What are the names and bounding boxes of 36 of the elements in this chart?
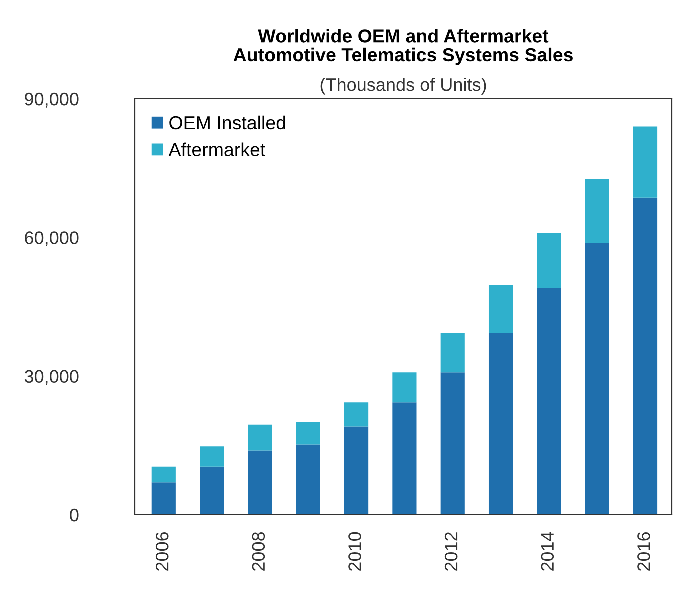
bar (537, 233, 562, 289)
bar (152, 482, 176, 515)
bar (392, 402, 417, 515)
x-tick-label: 2006 (156, 532, 169, 571)
chart-title: Worldwide OEM and Aftermarket Automotive Telematics Systems Sales (234, 29, 573, 66)
y-tick-label: 60,000 (25, 232, 79, 247)
legend-label: OEM Installed (170, 116, 286, 130)
bar (248, 424, 272, 451)
bar (488, 285, 514, 334)
bar (585, 178, 610, 244)
bar (392, 372, 417, 403)
x-tick-label: 2010 (348, 532, 362, 571)
bar (248, 450, 272, 515)
bar (633, 126, 658, 198)
chart-subtitle: (Thousands of Units) (320, 78, 486, 95)
bar (200, 466, 224, 515)
y-tick-label: 30,000 (24, 370, 79, 386)
bar (200, 446, 224, 467)
bar (296, 422, 320, 445)
bar (440, 372, 465, 515)
x-tick-label: 2014 (541, 532, 554, 571)
legend-label: Aftermarket (168, 142, 266, 156)
bar (633, 198, 658, 515)
bar (296, 444, 320, 515)
bar (344, 402, 369, 427)
x-tick-label: 2008 (252, 532, 266, 571)
y-tick-label: 90,000 (25, 92, 79, 108)
y-tick-label: 0 (70, 508, 79, 522)
bar (440, 333, 465, 373)
bar (537, 288, 562, 515)
bar (344, 426, 369, 515)
x-tick-label: 2012 (444, 532, 458, 571)
bar (585, 243, 610, 515)
bar (488, 333, 514, 515)
bar (152, 466, 176, 483)
x-tick-label: 2016 (638, 532, 650, 571)
